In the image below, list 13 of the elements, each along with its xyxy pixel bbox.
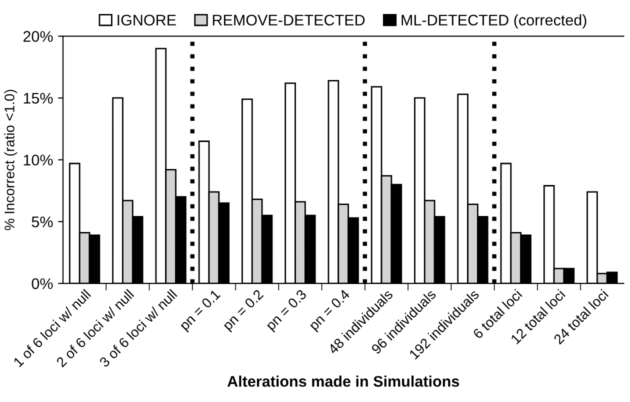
y-axis-title: % Incorrect (ratio <1.0)	[4, 90, 18, 230]
legend-label: IGNORE	[118, 14, 176, 26]
x-tick-label: pn = 0.2	[222, 289, 266, 333]
y-tick-label: 0%	[32, 278, 53, 290]
x-tick-label: pn = 0.1	[179, 289, 223, 333]
legend-label: ML-DETECTED (corrected)	[402, 14, 586, 29]
y-tick-label: 20%	[23, 31, 53, 42]
legend-label: REMOVE-DETECTED	[212, 14, 365, 26]
y-tick-label: 10%	[24, 154, 53, 166]
x-tick-label: pn = 0.3	[265, 288, 309, 333]
y-tick-label: 5%	[32, 216, 53, 228]
y-tick-label: 15%	[24, 92, 53, 104]
x-axis-title: Alterations made in Simulations	[227, 376, 460, 387]
